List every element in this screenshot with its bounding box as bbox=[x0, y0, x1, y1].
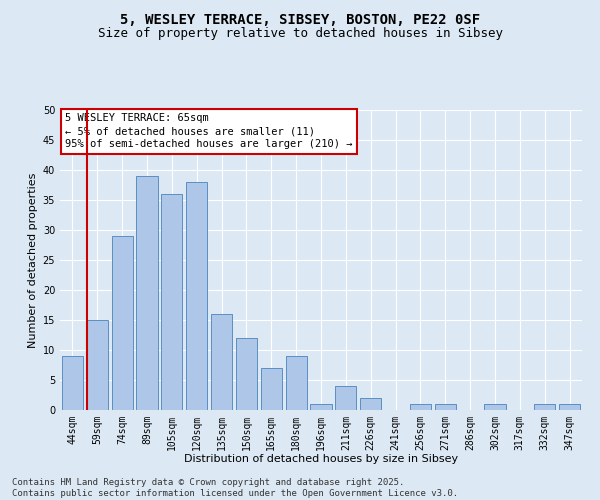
Bar bbox=[211, 314, 232, 410]
Bar bbox=[261, 368, 282, 410]
Bar bbox=[410, 404, 431, 410]
Bar bbox=[310, 404, 332, 410]
Text: Size of property relative to detached houses in Sibsey: Size of property relative to detached ho… bbox=[97, 28, 503, 40]
Bar bbox=[534, 404, 555, 410]
Bar bbox=[435, 404, 456, 410]
Y-axis label: Number of detached properties: Number of detached properties bbox=[28, 172, 38, 348]
Bar bbox=[559, 404, 580, 410]
Bar bbox=[136, 176, 158, 410]
Bar bbox=[186, 182, 207, 410]
Text: Contains HM Land Registry data © Crown copyright and database right 2025.
Contai: Contains HM Land Registry data © Crown c… bbox=[12, 478, 458, 498]
Bar bbox=[335, 386, 356, 410]
Bar bbox=[62, 356, 83, 410]
Bar bbox=[112, 236, 133, 410]
Bar bbox=[484, 404, 506, 410]
Text: 5 WESLEY TERRACE: 65sqm
← 5% of detached houses are smaller (11)
95% of semi-det: 5 WESLEY TERRACE: 65sqm ← 5% of detached… bbox=[65, 113, 353, 150]
Bar bbox=[236, 338, 257, 410]
Bar bbox=[87, 320, 108, 410]
Bar bbox=[161, 194, 182, 410]
Bar bbox=[360, 398, 381, 410]
Bar bbox=[286, 356, 307, 410]
X-axis label: Distribution of detached houses by size in Sibsey: Distribution of detached houses by size … bbox=[184, 454, 458, 464]
Text: 5, WESLEY TERRACE, SIBSEY, BOSTON, PE22 0SF: 5, WESLEY TERRACE, SIBSEY, BOSTON, PE22 … bbox=[120, 12, 480, 26]
